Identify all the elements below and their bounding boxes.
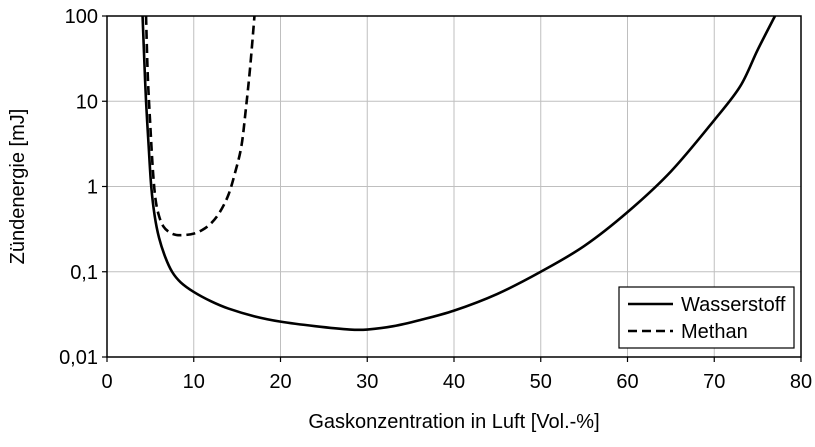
legend-label-wasserstoff: Wasserstoff: [681, 294, 786, 316]
x-tick-label: 70: [703, 371, 725, 393]
legend-label-methan: Methan: [681, 321, 748, 343]
x-tick-label: 30: [356, 371, 378, 393]
y-tick-label: 100: [65, 6, 98, 28]
series-line-wasserstoff: [141, 15, 777, 332]
x-tick-label: 0: [101, 371, 112, 393]
x-axis-label: Gaskonzentration in Luft [Vol.-%]: [308, 411, 599, 433]
y-tick-label: 0,01: [59, 347, 98, 369]
y-tick-label: 10: [76, 91, 98, 113]
legend: Wasserstoff Methan: [618, 286, 795, 349]
x-tick-label: 80: [790, 371, 812, 393]
x-tick-label: 60: [616, 371, 638, 393]
x-tick-label: 10: [183, 371, 205, 393]
grid: [107, 16, 801, 357]
x-tick-label: 40: [443, 371, 465, 393]
series-layer: [141, 15, 777, 332]
legend-box: [618, 286, 795, 349]
series-line-methan: [144, 15, 256, 237]
y-tick-labels: 0,01 0,1 1 10 100: [59, 6, 107, 369]
x-tick-label: 50: [530, 371, 552, 393]
y-axis-label: Zündenergie [mJ]: [7, 109, 29, 265]
y-tick-label: 1: [87, 177, 98, 199]
x-tick-label: 20: [269, 371, 291, 393]
y-tick-label: 0,1: [70, 262, 98, 284]
x-tick-labels: 0 10 20 30 40 50 60 70 80: [101, 357, 812, 393]
